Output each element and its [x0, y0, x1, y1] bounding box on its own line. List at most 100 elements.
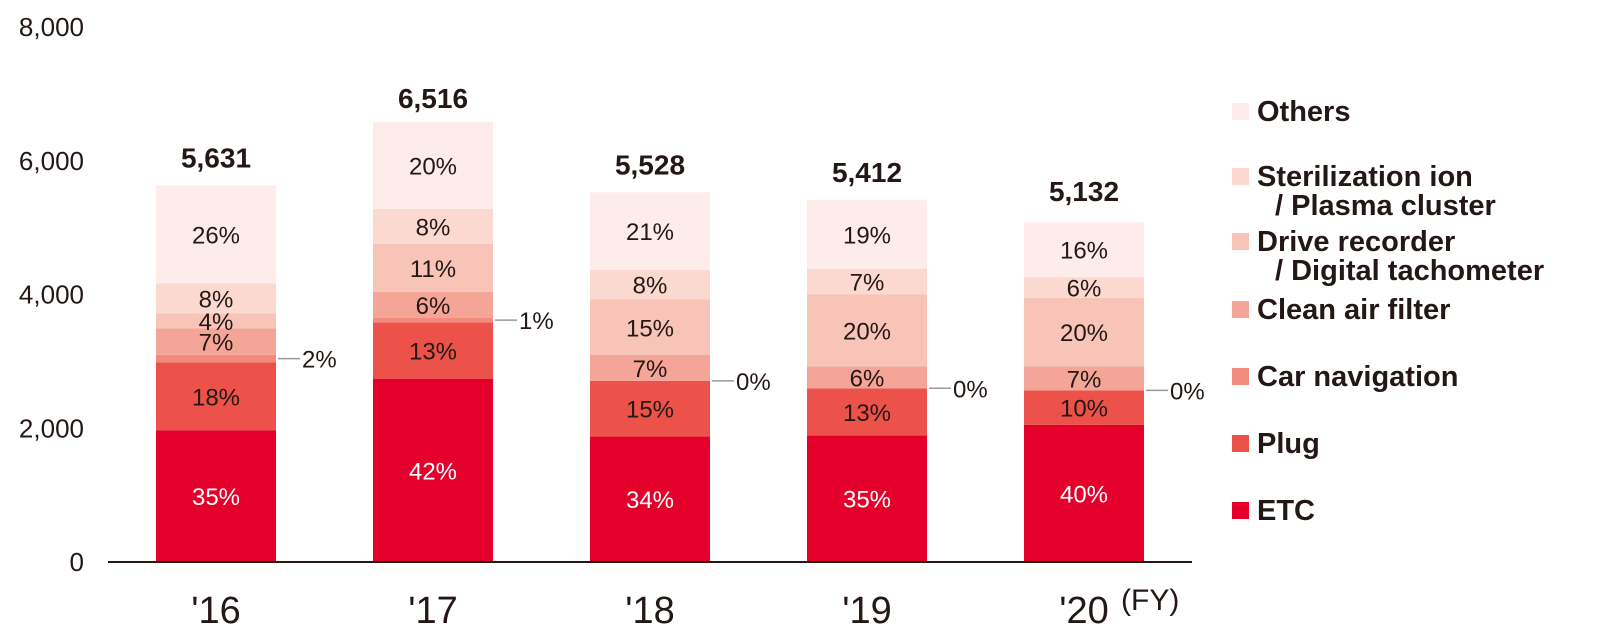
legend-swatch	[1232, 301, 1249, 318]
bar-segment	[807, 366, 927, 389]
segment-label: 18%	[192, 384, 240, 411]
x-axis: '16 '17 '18 '19 '20	[191, 590, 1109, 632]
bar-group: 40% 10% 7% 20% 6% 16% 0% 5,132	[1024, 176, 1205, 562]
bar-segment	[1024, 222, 1144, 278]
segment-label: 10%	[1060, 396, 1108, 423]
y-tick-label: 6,000	[19, 146, 84, 176]
bar-groups: 35%18%7%4%8%26%2%5,63142%13%6%11%8%20%1%…	[156, 83, 1205, 562]
bar-group: 42% 13% 6% 11% 8% 20% 1% 6,516	[373, 83, 554, 562]
segment-label: 13%	[843, 400, 891, 427]
segment-label: 26%	[192, 222, 240, 249]
y-tick-label: 8,000	[19, 12, 84, 42]
segment-label: 19%	[843, 222, 891, 249]
legend-item: Plug	[1232, 428, 1320, 460]
legend-swatch	[1232, 368, 1249, 385]
segment-label: 20%	[843, 318, 891, 345]
legend-swatch	[1232, 233, 1249, 250]
bar-segment	[1024, 366, 1144, 391]
legend-label: / Plasma cluster	[1275, 190, 1496, 222]
legend-label: Sterilization ion	[1257, 161, 1473, 193]
segment-label: 42%	[409, 458, 457, 485]
bar-segment	[156, 354, 276, 363]
legend-label: Others	[1257, 96, 1350, 128]
y-tick-label: 0	[70, 547, 84, 577]
segment-label: 8%	[199, 286, 234, 313]
bar-segment	[807, 435, 927, 562]
bar-segment	[156, 362, 276, 431]
segment-label: 13%	[409, 339, 457, 366]
bar-total-label: 5,631	[181, 142, 251, 173]
x-tick-label: '20	[1059, 590, 1109, 632]
legend-label: Car navigation	[1257, 361, 1458, 393]
bar-segment	[1024, 277, 1144, 298]
bar-segment	[807, 268, 927, 295]
segment-label: 34%	[626, 487, 674, 514]
bar-segment	[807, 294, 927, 367]
bar-segment	[156, 283, 276, 314]
legend-item: Others	[1232, 96, 1350, 128]
x-tick-label: '18	[625, 590, 675, 632]
bar-total-label: 6,516	[398, 83, 468, 114]
bar-segment	[156, 328, 276, 355]
bar-segment	[1024, 390, 1144, 425]
bar-segment	[590, 299, 710, 355]
y-tick-label: 4,000	[19, 280, 84, 310]
bar-total-label: 5,528	[615, 149, 685, 180]
callout-label: 0%	[736, 369, 771, 396]
bar-segment	[807, 200, 927, 269]
bar-segment	[373, 322, 493, 379]
bar-segment	[373, 378, 493, 562]
legend-label: ETC	[1257, 495, 1315, 527]
segment-label: 8%	[416, 214, 451, 241]
segment-label: 11%	[410, 256, 456, 283]
legend-swatch	[1232, 168, 1249, 185]
bar-segment	[1024, 297, 1144, 367]
segment-label: 15%	[626, 397, 674, 424]
legend-item: Sterilization ion/ Plasma cluster	[1232, 161, 1496, 222]
segment-label: 6%	[850, 365, 885, 392]
callout-label: 1%	[519, 308, 554, 335]
y-tick-label: 2,000	[19, 413, 84, 443]
segment-label: 40%	[1060, 481, 1108, 508]
bar-segment	[156, 430, 276, 562]
segment-label: 20%	[409, 153, 457, 180]
bar-group: 35% 18% 7%4%8% 26% 2% 5,631	[156, 142, 337, 562]
legend-item: Drive recorder/ Digital tachometer	[1232, 226, 1544, 287]
bar-segment	[590, 380, 710, 437]
segment-label: 6%	[416, 293, 451, 320]
bar-segment	[373, 121, 493, 210]
x-tick-label: '17	[408, 590, 458, 632]
bar-segment	[590, 269, 710, 300]
segment-label: 21%	[626, 219, 674, 246]
bar-segment	[807, 388, 927, 436]
callout-label: 2%	[302, 347, 337, 374]
segment-label: 7%	[850, 270, 885, 297]
legend-label: Clean air filter	[1257, 294, 1450, 326]
bar-segment	[590, 354, 710, 381]
bar-segment	[373, 291, 493, 318]
legend-item: Car navigation	[1232, 361, 1458, 393]
x-axis-unit-label: (FY)	[1121, 584, 1179, 617]
legend-label: / Digital tachometer	[1275, 255, 1544, 287]
bar-segment	[590, 436, 710, 562]
bar-total-label: 5,132	[1049, 176, 1119, 207]
segment-label: 35%	[843, 487, 891, 514]
bar-segment	[373, 243, 493, 292]
segment-label: 15%	[626, 315, 674, 342]
y-axis: 0 2,000 4,000 6,000 8,000	[19, 12, 84, 577]
x-tick-label: '19	[842, 590, 892, 632]
segment-label: 7%	[1067, 366, 1102, 393]
segment-label: 7%	[199, 330, 234, 357]
legend-label: Drive recorder	[1257, 226, 1455, 258]
segment-label: 20%	[1060, 320, 1108, 347]
bar-group: 34% 15% 7% 15% 8% 21% 0% 5,528	[590, 149, 771, 562]
bar-segment	[1024, 424, 1144, 562]
bar-group: 35% 13% 6% 20% 7% 19% 0% 5,412	[807, 157, 988, 562]
segment-label: 35%	[192, 484, 240, 511]
bar-segment	[373, 209, 493, 244]
bar-segment	[590, 192, 710, 270]
bar-total-label: 5,412	[832, 157, 902, 188]
